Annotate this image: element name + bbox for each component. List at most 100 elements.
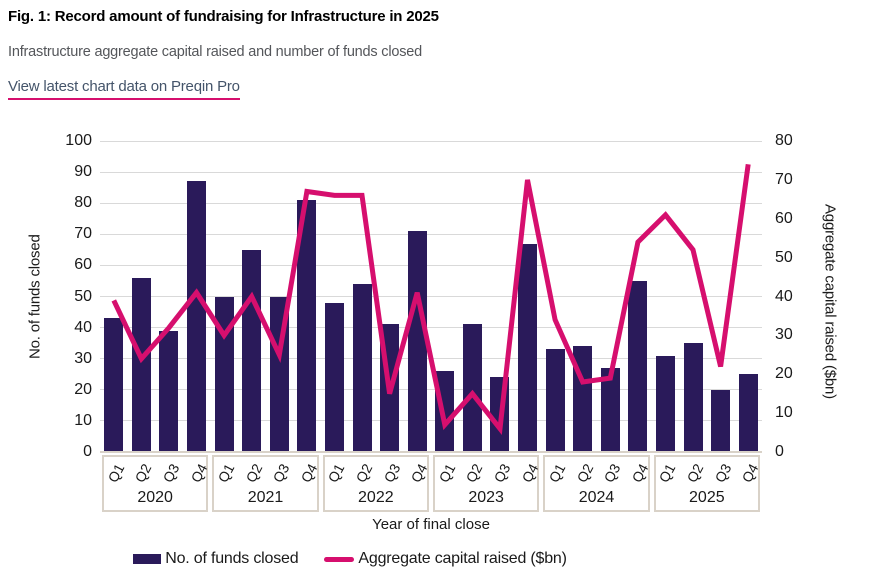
x-axis-year-label-2024: 2024 bbox=[578, 489, 615, 506]
y-axis-right-tick-10: 10 bbox=[775, 404, 793, 422]
bar-Q4-2022 bbox=[407, 231, 427, 452]
bar-Q2-2025 bbox=[683, 343, 703, 452]
capital-raised-line bbox=[111, 163, 751, 436]
legend-item-capital-raised: Aggregate capital raised ($bn) bbox=[324, 550, 567, 568]
bar-Q1-2025 bbox=[655, 355, 675, 452]
bar-Q2-2023 bbox=[462, 324, 482, 452]
y-axis-right-tick-20: 20 bbox=[775, 365, 793, 383]
y-axis-right-tick-40: 40 bbox=[775, 287, 793, 305]
x-axis-year-label-2025: 2025 bbox=[689, 489, 725, 506]
x-tick-Q2-2024: Q2 bbox=[573, 460, 597, 486]
x-tick-Q4-2023: Q4 bbox=[518, 460, 541, 486]
bar-Q1-2022 bbox=[324, 302, 344, 452]
legend-line-label: Aggregate capital raised ($bn) bbox=[358, 550, 567, 567]
bar-Q4-2025 bbox=[738, 374, 758, 452]
bar-Q3-2024 bbox=[600, 368, 620, 452]
y-axis-left-tick-80: 80 bbox=[74, 194, 92, 212]
x-tick-Q3-2025: Q3 bbox=[711, 460, 735, 486]
y-axis-left-tick-40: 40 bbox=[74, 318, 92, 336]
capital-raised-line-layer bbox=[111, 163, 751, 436]
gridline-left-60 bbox=[100, 264, 762, 266]
bar-Q2-2022 bbox=[352, 284, 372, 452]
y-axis-left-tick-100: 100 bbox=[65, 132, 92, 149]
legend-line-swatch bbox=[324, 556, 355, 562]
y-axis-right-tick-80: 80 bbox=[775, 132, 793, 149]
legend-item-funds-closed: No. of funds closed bbox=[133, 550, 299, 568]
x-axis-year-label-2021: 2021 bbox=[247, 489, 284, 506]
y-axis-left-tick-60: 60 bbox=[74, 256, 92, 274]
x-tick-Q3-2021: Q3 bbox=[269, 460, 293, 486]
x-tick-Q1-2021: Q1 bbox=[214, 460, 238, 486]
x-tick-Q3-2023: Q3 bbox=[490, 460, 514, 486]
x-axis-group-2020: Q1 Q2 Q3 Q4 2020 bbox=[102, 455, 210, 512]
x-tick-Q4-2020: Q4 bbox=[187, 460, 210, 486]
y-axis-right-title: Aggregate capital raised ($bn) bbox=[821, 204, 839, 399]
bar-Q3-2020 bbox=[159, 330, 179, 452]
y-axis-left-tick-90: 90 bbox=[74, 163, 92, 181]
y-axis-right-tick-30: 30 bbox=[775, 326, 793, 344]
x-tick-Q2-2021: Q2 bbox=[242, 460, 266, 486]
preqin-pro-link[interactable]: View latest chart data on Preqin Pro bbox=[8, 78, 240, 100]
y-axis-left-tick-70: 70 bbox=[74, 225, 92, 243]
x-axis-group-2022: Q1 Q2 Q3 Q4 2022 bbox=[322, 455, 431, 512]
figure-subtitle: Infrastructure aggregate capital raised … bbox=[8, 44, 422, 60]
y-axis-left-tick-30: 30 bbox=[74, 349, 92, 367]
bar-Q4-2023 bbox=[518, 243, 538, 452]
legend-bar-label: No. of funds closed bbox=[165, 550, 299, 567]
bar-Q1-2021 bbox=[214, 296, 234, 452]
gridline-left-40 bbox=[100, 327, 762, 329]
x-tick-Q1-2022: Q1 bbox=[324, 460, 348, 486]
gridline-left-70 bbox=[100, 233, 762, 235]
bar-Q4-2021 bbox=[297, 200, 317, 452]
gridline-left-10 bbox=[100, 420, 762, 422]
y-axis-right-tick-60: 60 bbox=[775, 209, 793, 227]
x-axis-baseline bbox=[100, 451, 762, 453]
y-axis-left-tick-20: 20 bbox=[74, 380, 92, 398]
x-axis-group-2025: Q1 Q2 Q3 Q4 2025 bbox=[653, 455, 762, 512]
x-tick-Q3-2020: Q3 bbox=[159, 460, 183, 486]
x-tick-Q1-2020: Q1 bbox=[104, 460, 128, 486]
x-tick-Q2-2022: Q2 bbox=[352, 460, 376, 486]
bar-Q4-2020 bbox=[187, 181, 207, 452]
x-tick-Q1-2025: Q1 bbox=[655, 460, 679, 486]
x-axis-group-2023: Q1 Q2 Q3 Q4 2023 bbox=[433, 455, 541, 512]
y-axis-right-tick-70: 70 bbox=[775, 170, 793, 188]
bar-Q1-2020 bbox=[104, 318, 124, 452]
chart-legend: No. of funds closed Aggregate capital ra… bbox=[0, 550, 700, 568]
gridline-left-20 bbox=[100, 389, 762, 391]
legend-bar-swatch bbox=[133, 554, 162, 564]
x-tick-Q4-2025: Q4 bbox=[738, 460, 762, 486]
bar-Q3-2025 bbox=[711, 389, 731, 452]
x-tick-Q3-2024: Q3 bbox=[600, 460, 624, 486]
gridline-left-80 bbox=[100, 202, 762, 204]
gridline-left-50 bbox=[100, 296, 762, 297]
x-tick-Q3-2022: Q3 bbox=[380, 460, 404, 486]
bar-Q2-2020 bbox=[131, 277, 151, 452]
x-tick-Q4-2021: Q4 bbox=[297, 460, 321, 486]
x-tick-Q2-2020: Q2 bbox=[131, 460, 155, 486]
x-tick-Q2-2025: Q2 bbox=[683, 460, 707, 486]
x-tick-Q2-2023: Q2 bbox=[462, 460, 486, 486]
y-axis-right-tick-0: 0 bbox=[775, 443, 784, 460]
y-axis-left-title: No. of funds closed bbox=[26, 234, 44, 359]
bar-Q4-2024 bbox=[628, 280, 648, 452]
x-tick-Q4-2022: Q4 bbox=[407, 460, 431, 486]
x-axis-title: Year of final close bbox=[372, 516, 490, 533]
gridline-left-90 bbox=[100, 171, 762, 173]
x-tick-Q1-2023: Q1 bbox=[435, 460, 459, 486]
x-axis-year-label-2020: 2020 bbox=[137, 489, 173, 506]
figure-title: Fig. 1: Record amount of fundraising for… bbox=[8, 8, 439, 25]
x-tick-Q4-2024: Q4 bbox=[628, 460, 652, 486]
x-axis-year-label-2022: 2022 bbox=[358, 489, 394, 506]
y-axis-left-tick-50: 50 bbox=[74, 287, 92, 305]
gridline-left-100 bbox=[100, 140, 762, 142]
x-axis-year-label-2023: 2023 bbox=[468, 489, 504, 506]
y-axis-right-tick-50: 50 bbox=[775, 248, 793, 266]
x-tick-Q1-2024: Q1 bbox=[545, 460, 569, 486]
bar-Q1-2024 bbox=[545, 349, 565, 452]
x-axis-group-2024: Q1 Q2 Q3 Q4 2024 bbox=[543, 455, 652, 512]
x-axis-group-2021: Q1 Q2 Q3 Q4 2021 bbox=[212, 455, 321, 512]
y-axis-left-tick-10: 10 bbox=[74, 411, 92, 429]
y-axis-left-tick-0: 0 bbox=[83, 443, 92, 460]
